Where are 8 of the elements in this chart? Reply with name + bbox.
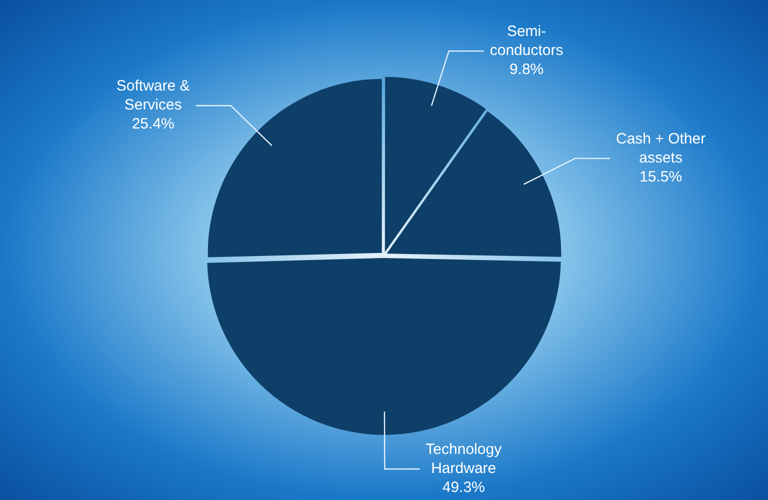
data-label: 9.8% xyxy=(509,61,544,78)
slice-label: Software & Services xyxy=(116,78,190,114)
slice-label: Semi-conductors xyxy=(490,23,564,60)
data-label: 49.3% xyxy=(442,479,485,496)
slice-label: Cash + Other assets xyxy=(616,130,706,167)
data-label: 25.4% xyxy=(132,116,174,133)
slice-label: Technology Hardware xyxy=(426,441,502,478)
data-label: 15.5% xyxy=(640,168,682,186)
